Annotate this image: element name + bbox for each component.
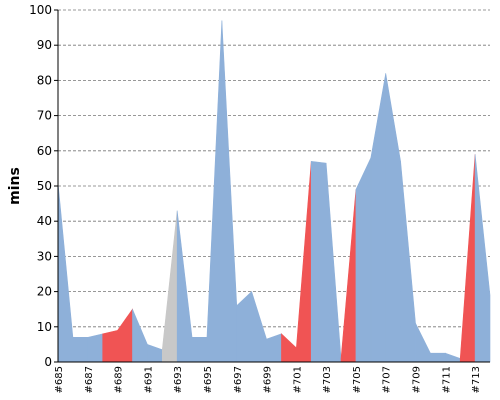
y-tick-label: 100 <box>29 3 52 17</box>
x-tick-label: #697 <box>233 366 244 393</box>
area-segments <box>57 20 491 363</box>
y-tick-label: 50 <box>37 179 52 193</box>
area-segment-success <box>57 182 74 363</box>
area-segment-success <box>236 290 252 363</box>
area-segment-success <box>221 20 238 363</box>
area-segment-success <box>370 73 387 363</box>
area-segment-success <box>132 309 148 363</box>
x-tick-label: #689 <box>114 366 125 393</box>
area-segment-success <box>176 210 193 363</box>
x-tick-label: #699 <box>263 366 274 393</box>
x-axis-tick-labels: #685 #687 #689 #691 #693 #695 #697 #699 #701 #703… <box>54 366 482 393</box>
grid-lines <box>58 9 490 328</box>
y-tick-label: 40 <box>37 214 52 228</box>
x-tick-label: #703 <box>322 366 333 393</box>
area-segment-success <box>325 163 342 363</box>
area-segment-failure <box>102 329 118 363</box>
y-tick-label: 20 <box>37 285 52 299</box>
area-segment-failure <box>281 333 297 363</box>
y-axis-tick-labels: 0 10 20 30 40 50 60 70 80 90 100 <box>29 3 52 369</box>
area-segment-failure <box>459 154 476 363</box>
x-tick-label: #687 <box>84 366 95 393</box>
y-tick-label: 60 <box>37 144 52 158</box>
area-segment-success <box>355 157 372 363</box>
x-tick-label: #701 <box>292 366 303 393</box>
y-tick-label: 70 <box>37 109 52 123</box>
area-segment-success <box>206 20 223 363</box>
x-tick-label: #693 <box>173 366 184 393</box>
x-tick-label: #691 <box>143 366 154 393</box>
y-tick-label: 30 <box>37 249 52 263</box>
area-segment-failure <box>296 161 312 363</box>
area-segment-success <box>400 161 416 363</box>
area-segment-success <box>430 352 446 363</box>
area-segment-success <box>385 73 401 363</box>
x-tick-label: #685 <box>54 366 65 393</box>
area-segment-success <box>191 337 208 363</box>
area-segment-success <box>310 161 327 363</box>
y-tick-label: 80 <box>37 73 52 87</box>
area-segment-success <box>87 333 103 363</box>
y-tick-label: 0 <box>44 355 52 369</box>
area-segment-success <box>72 337 89 363</box>
area-segment-success <box>445 352 461 363</box>
area-segment-success <box>147 343 163 363</box>
x-tick-label: #713 <box>471 366 482 393</box>
x-tick-label: #709 <box>412 366 423 393</box>
x-tick-label: #707 <box>382 366 393 393</box>
area-segment-failure <box>340 189 357 363</box>
y-tick-label: 10 <box>37 320 52 334</box>
area-segment-success <box>266 333 282 363</box>
area-segment-success <box>415 323 431 363</box>
area-segment-success <box>474 154 491 363</box>
x-tick-label: #705 <box>352 366 363 393</box>
area-segment-aborted <box>161 210 178 363</box>
y-tick-label: 90 <box>37 38 52 52</box>
y-axis-title: mins <box>7 167 23 205</box>
x-tick-label: #695 <box>203 366 214 393</box>
area-segment-failure <box>117 308 133 363</box>
x-tick-label: #711 <box>441 366 452 393</box>
axes <box>54 9 490 363</box>
